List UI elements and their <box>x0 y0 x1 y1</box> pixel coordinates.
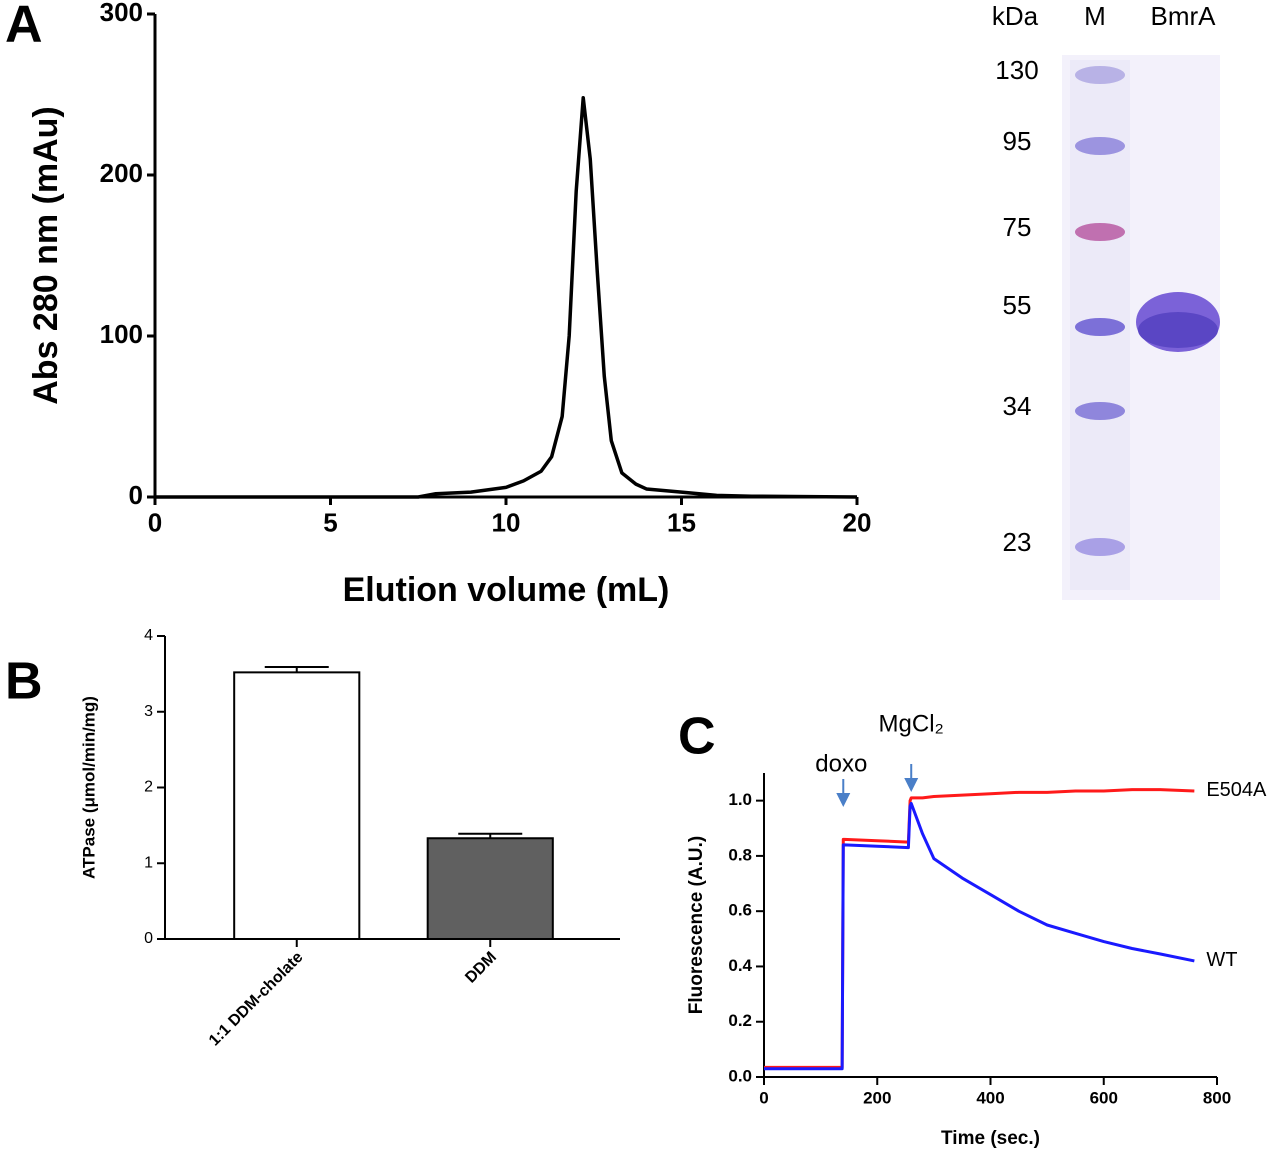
legend-label: WT <box>1206 949 1237 971</box>
x-tick-label: 20 <box>843 507 872 537</box>
gel-header: BmrA <box>1151 1 1217 31</box>
x-tick-label: 0 <box>148 507 162 537</box>
marker-band <box>1075 137 1125 155</box>
line <box>764 801 1195 1071</box>
y-tick-label: 100 <box>100 319 143 349</box>
x-tick-label: 800 <box>1203 1089 1231 1108</box>
y-tick-label: 0.0 <box>728 1066 752 1085</box>
y-axis-label: Fluorescence (A.U.) <box>686 836 707 1014</box>
annotation-arrowhead <box>836 793 851 807</box>
y-tick-label: 0 <box>144 930 153 947</box>
y-tick-label: 4 <box>144 627 153 644</box>
gel-marker-label: 55 <box>1003 290 1032 320</box>
y-tick-label: 0.8 <box>728 845 752 864</box>
line <box>155 95 858 499</box>
y-tick-label: 0.4 <box>728 956 752 975</box>
line <box>764 788 1195 1069</box>
x-tick-label: 1:1 DDM-cholate <box>206 949 307 1050</box>
y-tick-label: 0.2 <box>728 1011 752 1030</box>
bar <box>426 837 554 940</box>
gel-header: kDa <box>992 1 1039 31</box>
annotation-arrowhead <box>904 778 919 792</box>
y-tick-label: 2 <box>144 779 153 796</box>
marker-band <box>1075 66 1125 84</box>
gel-marker-label: 75 <box>1003 212 1032 242</box>
marker-band <box>1075 538 1125 556</box>
y-tick-label: 3 <box>144 703 153 720</box>
marker-band <box>1075 402 1125 420</box>
x-tick-label: 0 <box>759 1089 768 1108</box>
x-tick-label: DDM <box>462 949 500 987</box>
x-tick-label: 15 <box>667 507 696 537</box>
x-tick-label: 400 <box>976 1089 1004 1108</box>
y-tick-label: 200 <box>100 158 143 188</box>
gel-marker-label: 95 <box>1003 126 1032 156</box>
annotation: MgCl₂ <box>879 710 944 737</box>
legend-label: E504A <box>1206 779 1267 801</box>
panel-label: A <box>5 0 43 54</box>
annotation: doxo <box>815 750 867 777</box>
y-tick-label: 300 <box>100 0 143 27</box>
x-tick-label: 5 <box>323 507 337 537</box>
gel-marker-label: 130 <box>995 55 1038 85</box>
y-tick-label: 0 <box>129 480 143 510</box>
x-tick-label: 600 <box>1090 1089 1118 1108</box>
gel-header: M <box>1084 1 1106 31</box>
y-tick-label: 1.0 <box>728 790 752 809</box>
y-tick-label: 1 <box>144 854 153 871</box>
bar <box>233 671 361 940</box>
x-tick-label: 200 <box>863 1089 891 1108</box>
y-tick-label: 0.6 <box>728 901 752 920</box>
panel-label: B <box>5 653 43 711</box>
marker-band <box>1075 223 1125 241</box>
marker-band <box>1075 318 1125 336</box>
panel-label: C <box>678 708 716 766</box>
x-axis-label: Elution volume (mL) <box>343 571 670 609</box>
gel-marker-label: 34 <box>1003 391 1032 421</box>
x-axis-label: Time (sec.) <box>941 1128 1040 1149</box>
y-axis-label: Abs 280 nm (mAu) <box>27 106 65 405</box>
x-tick-label: 10 <box>492 507 521 537</box>
gel-marker-label: 23 <box>1003 527 1032 557</box>
y-axis-label: ATPase (μmol/min/mg) <box>79 696 98 879</box>
gel-band <box>1138 312 1218 348</box>
